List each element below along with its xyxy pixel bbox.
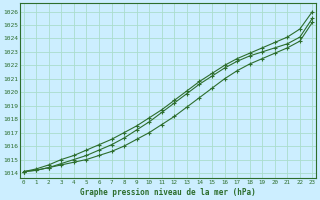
X-axis label: Graphe pression niveau de la mer (hPa): Graphe pression niveau de la mer (hPa) — [80, 188, 256, 197]
